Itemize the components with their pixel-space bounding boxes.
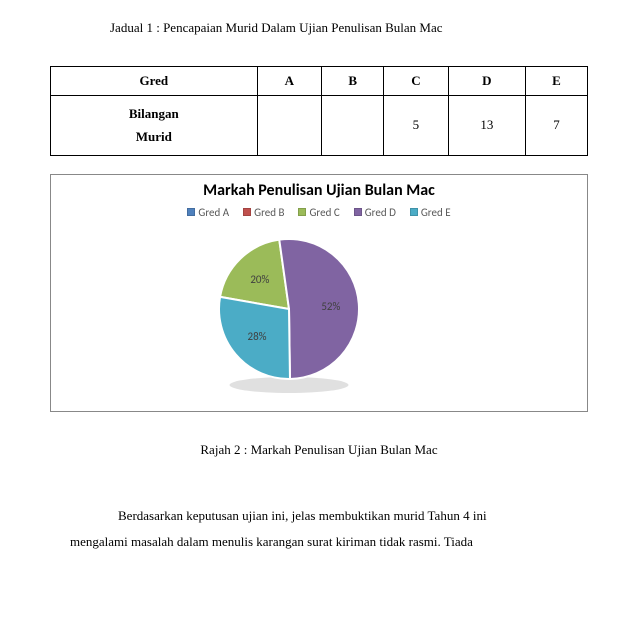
legend-item: Gred C: [298, 206, 339, 219]
legend-swatch: [243, 208, 251, 216]
legend-label: Gred A: [198, 206, 229, 219]
table-caption: Jadual 1 : Pencapaian Murid Dalam Ujian …: [110, 20, 588, 36]
grade-table: Gred A B C D E BilanganMurid 5 13 7: [50, 66, 588, 156]
para-line-1: Berdasarkan keputusan ujian ini, jelas m…: [70, 503, 568, 529]
legend-label: Gred C: [309, 206, 339, 219]
cell-d: 13: [448, 96, 525, 156]
legend-label: Gred B: [254, 206, 284, 219]
legend-item: Gred D: [354, 206, 396, 219]
pie-slice-label: 28%: [248, 330, 267, 343]
col-b: B: [322, 67, 384, 96]
cell-b: [322, 96, 384, 156]
legend-item: Gred E: [410, 206, 451, 219]
col-d: D: [448, 67, 525, 96]
pie-chart: 20% 52% 28%: [189, 229, 449, 399]
pie-slice-label: 52%: [321, 300, 340, 313]
chart-legend: Gred A Gred B Gred C Gred D Gred E: [51, 206, 587, 219]
cell-c: 5: [384, 96, 449, 156]
chart-title: Markah Penulisan Ujian Bulan Mac: [51, 181, 587, 200]
legend-label: Gred D: [365, 206, 396, 219]
col-c: C: [384, 67, 449, 96]
col-gred: Gred: [51, 67, 258, 96]
para-line-2: mengalami masalah dalam menulis karangan…: [70, 534, 473, 549]
body-paragraph: Berdasarkan keputusan ujian ini, jelas m…: [70, 503, 568, 555]
cell-e: 7: [525, 96, 587, 156]
cell-a: [257, 96, 322, 156]
row-label: BilanganMurid: [51, 96, 258, 156]
legend-swatch: [410, 208, 418, 216]
col-e: E: [525, 67, 587, 96]
legend-item: Gred A: [187, 206, 229, 219]
legend-swatch: [354, 208, 362, 216]
pie-slice: [279, 239, 359, 379]
figure-caption: Rajah 2 : Markah Penulisan Ujian Bulan M…: [50, 442, 588, 458]
pie-chart-container: Markah Penulisan Ujian Bulan Mac Gred AG…: [50, 174, 588, 412]
table-header-row: Gred A B C D E: [51, 67, 588, 96]
pie-slice-label: 20%: [250, 273, 269, 286]
legend-swatch: [187, 208, 195, 216]
table-data-row: BilanganMurid 5 13 7: [51, 96, 588, 156]
col-a: A: [257, 67, 322, 96]
legend-swatch: [298, 208, 306, 216]
legend-item: Gred B: [243, 206, 284, 219]
legend-label: Gred E: [421, 206, 451, 219]
